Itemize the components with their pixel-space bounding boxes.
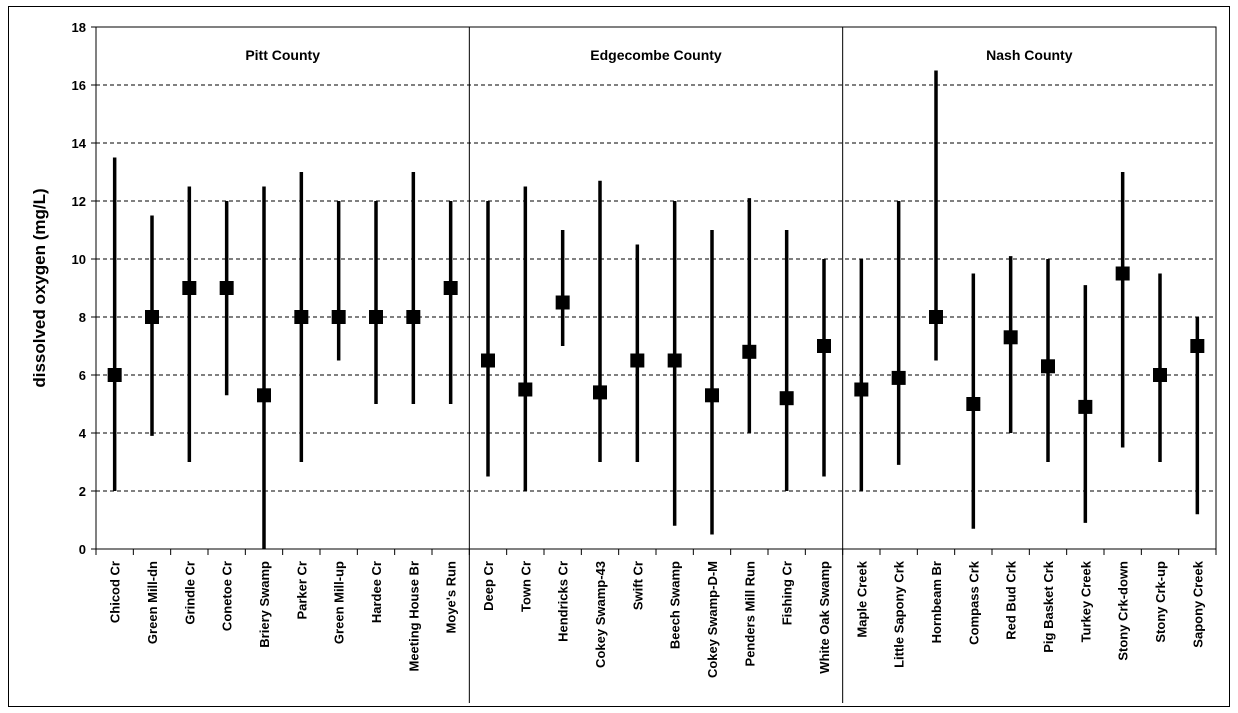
category-label: Stony Crk-up [1153,561,1168,643]
category-label: Deep Cr [481,561,496,611]
category-label: Beech Swamp [668,561,683,649]
y-tick-label: 8 [79,310,86,325]
value-marker [1003,330,1018,345]
value-marker [854,382,869,397]
category-label: Maple Creek [854,560,869,637]
value-marker [742,344,757,359]
value-marker [593,385,607,400]
category-label: Green Mill-dn [145,561,160,644]
group-dividers [468,27,844,703]
category-label: Stony Crk-down [1116,561,1131,661]
group-label: Nash County [986,47,1073,63]
category-label: Fishing Cr [780,561,795,625]
gridlines [96,84,1216,492]
y-tick-label: 0 [79,542,86,557]
category-label: Sapony Creek [1190,560,1205,647]
category-label: Cokey Swamp-43 [593,561,608,668]
category-label: Moye's Run [444,561,459,633]
category-label: Pig Basket Crk [1041,560,1056,653]
value-marker [1041,359,1055,374]
value-marker [481,353,495,368]
group-label: Edgecombe County [590,47,722,63]
category-label: Little Sapony Crk [892,560,907,668]
value-marker [107,368,122,382]
category-label: Town Cr [518,561,533,612]
value-marker [1115,266,1130,281]
y-tick-labels: 0 2 4 6 8 10 12 14 16 18 [72,20,87,557]
value-marker [518,382,533,397]
y-axis-title: dissolved oxygen (mg/L) [30,188,49,387]
chart-frame: 0 2 4 6 8 10 12 14 16 18 Chicod Cr Green Mill-dn Gr… [8,6,1230,707]
category-label: Red Bud Crk [1004,560,1019,640]
y-tick-label: 6 [79,368,86,383]
category-label: Conetoe Cr [220,561,235,631]
range-bars [112,70,1200,549]
value-marker [406,310,421,324]
value-marker [667,353,682,368]
category-label: White Oak Swamp [817,561,832,674]
value-marker [1153,368,1167,382]
group-labels: Pitt County Edgecombe County Nash County [245,47,1072,63]
value-marker [705,388,719,403]
category-label: Parker Cr [294,561,309,620]
value-marker [219,281,234,295]
value-marker [443,281,458,295]
value-marker [1078,399,1093,414]
value-marker [257,388,271,403]
category-label: Hendricks Cr [556,561,571,642]
y-tick-label: 14 [72,136,87,151]
category-label: Compass Crk [966,560,981,645]
value-marker [1190,339,1205,353]
category-label: Hornbeam Br [929,561,944,643]
x-ticks [95,549,1217,555]
y-tick-label: 12 [72,194,86,209]
value-marker [369,310,383,324]
value-marker [779,391,794,406]
y-tick-label: 16 [72,78,86,93]
value-marker [817,339,831,353]
y-tick-label: 2 [79,484,86,499]
category-label: Meeting House Br [406,561,421,672]
value-marker [555,295,570,310]
group-label: Pitt County [245,47,320,63]
category-label: Turkey Creek [1078,560,1093,642]
value-markers [107,266,1205,414]
y-tick-label: 10 [72,252,86,267]
category-label: Grindle Cr [182,561,197,625]
category-label: Hardee Cr [369,561,384,623]
category-label: Penders Mill Run [742,561,757,667]
value-marker [929,310,943,324]
value-marker [966,397,981,411]
value-marker [630,353,645,368]
category-label: Swift Cr [630,561,645,610]
category-label: Green Mill-up [332,561,347,644]
value-marker [891,370,906,385]
value-marker [331,310,346,324]
value-marker [182,281,197,295]
category-labels: Chicod Cr Green Mill-dn Grindle Cr Conetoe … [108,560,1206,678]
category-label: Cokey Swamp-D-M [705,561,720,678]
y-tick-label: 18 [72,20,86,35]
category-label: Briery Swamp [257,561,272,648]
value-marker [145,310,159,324]
range-chart: 0 2 4 6 8 10 12 14 16 18 Chicod Cr Green Mill-dn Gr… [30,20,1217,703]
value-marker [294,310,309,324]
y-tick-label: 4 [79,426,87,441]
category-label: Chicod Cr [108,561,123,623]
